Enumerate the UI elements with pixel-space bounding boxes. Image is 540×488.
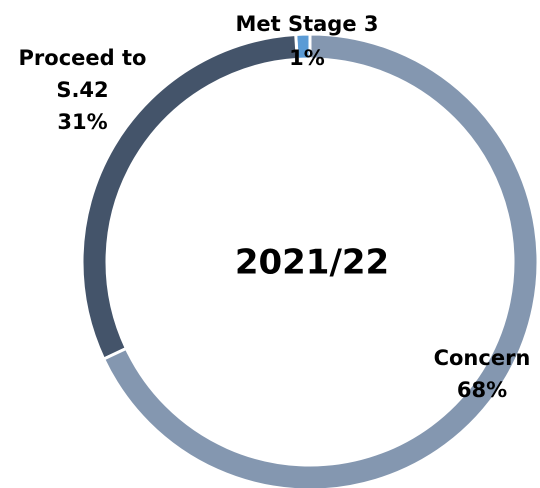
segment-label: Concern [433,346,531,370]
segment-label: Proceed to S.42 [18,46,147,102]
segment-label: Met Stage 3 [235,12,379,36]
donut-segment [101,32,540,488]
segment-value-label: 68% [456,378,508,402]
donut-segment [80,32,299,362]
chart-title: 2021/22 [235,243,389,283]
segment-value-label: 1% [289,46,325,70]
segment-value-label: 31% [57,110,108,134]
